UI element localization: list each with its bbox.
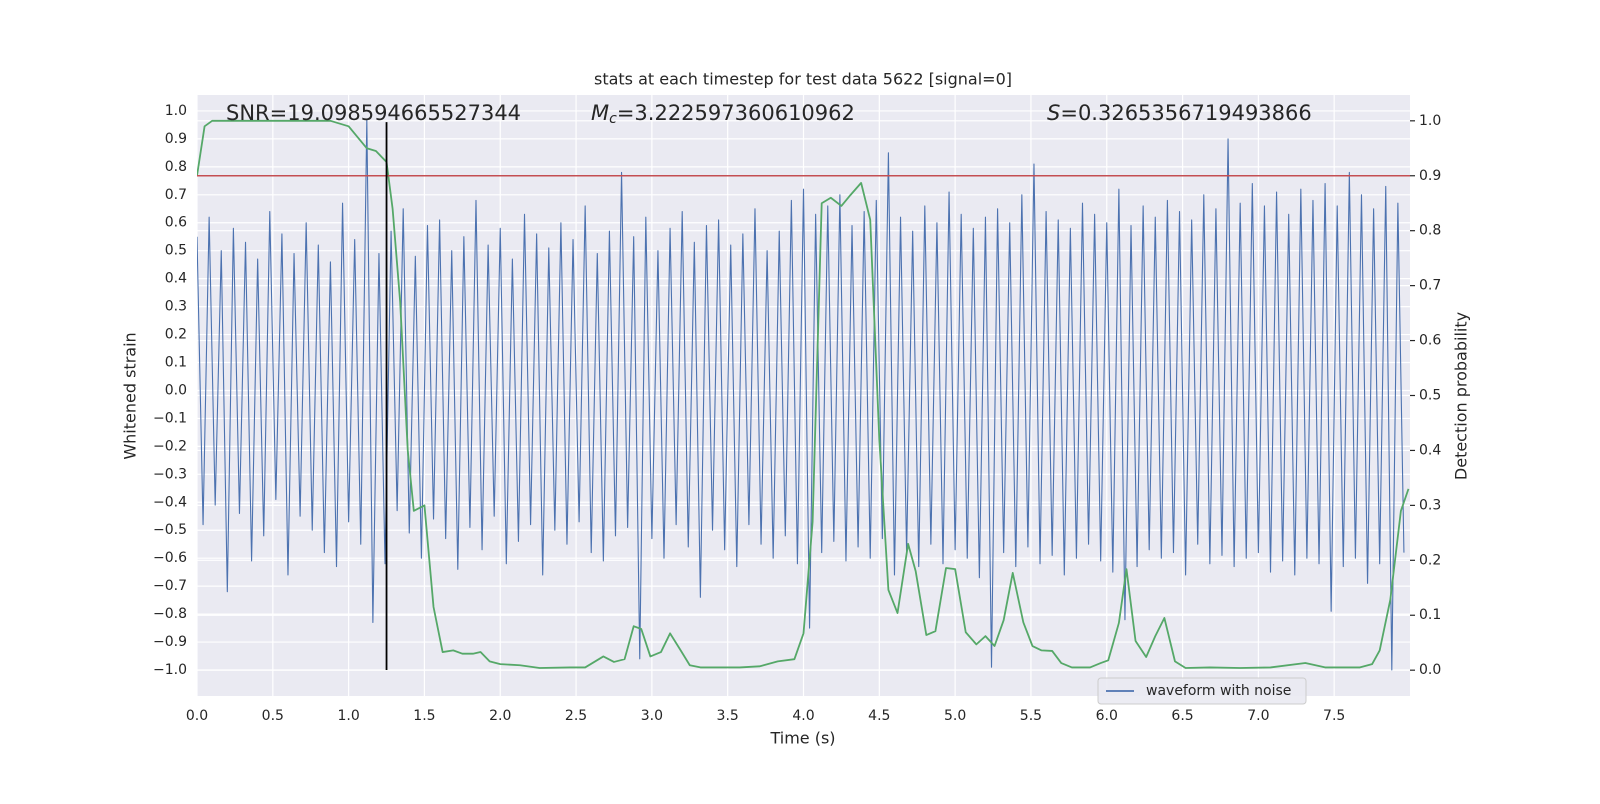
y-tick-label: 0.0: [165, 382, 187, 398]
y-tick-label: 0.9: [165, 131, 187, 147]
annotation: Mc=3.222597360610962: [591, 101, 855, 127]
y2-tick-label: 0.1: [1419, 607, 1441, 623]
y-tick-label: 0.2: [165, 327, 187, 343]
legend-label: waveform with noise: [1146, 683, 1291, 699]
x-tick-label: 6.0: [1096, 708, 1118, 724]
chart-title: stats at each timestep for test data 562…: [594, 70, 1012, 89]
x-tick-label: 3.5: [717, 708, 739, 724]
y-axis-label: Whitened strain: [121, 332, 140, 459]
y-tick-label: 1.0: [165, 103, 187, 119]
x-tick-label: 2.0: [489, 708, 511, 724]
labels: 0.0 0.5 1.0 1.5 2.0 2.5 3.0 3.5 4.0 4.5 5.0 5.5 6.0 6…: [153, 103, 1441, 724]
x-axis-label: Time (s): [769, 729, 835, 748]
annotation-symbol: M: [591, 101, 609, 125]
annotation-text: =3.222597360610962: [617, 101, 855, 125]
x-tick-label: 0.0: [186, 708, 208, 724]
x-tick-label: 3.0: [641, 708, 663, 724]
y-tick-label: 0.5: [165, 243, 187, 259]
y-tick-label: −0.6: [153, 550, 187, 566]
x-tick-label: 1.0: [337, 708, 359, 724]
x-tick-label: 2.5: [565, 708, 587, 724]
marks: [197, 118, 1410, 671]
y-tick-label: 0.6: [165, 215, 187, 231]
y-tick-label: −0.4: [153, 494, 187, 510]
y-tick-label: 0.1: [165, 355, 187, 371]
y-tick-label: 0.4: [165, 271, 187, 287]
y2-tick-label: 0.7: [1419, 278, 1441, 294]
y-tick-label: −1.0: [153, 662, 187, 678]
data-line: [197, 118, 1405, 671]
x-tick-label: 6.5: [1171, 708, 1193, 724]
legend-box: [1097, 677, 1307, 705]
y2-tick-label: 0.6: [1419, 333, 1441, 349]
y2-tick-label: 0.3: [1419, 497, 1441, 513]
y-tick-label: −0.5: [153, 522, 187, 538]
x-tick-label: 1.5: [413, 708, 435, 724]
annotation-text: =0.3265356719493866: [1060, 101, 1311, 125]
data-line: [197, 119, 1410, 669]
y2-tick-label: 0.8: [1419, 223, 1441, 239]
x-tick-label: 5.5: [1020, 708, 1042, 724]
y-tick-label: −0.7: [153, 578, 187, 594]
x-tick-label: 5.0: [944, 708, 966, 724]
y2-tick-label: 0.2: [1419, 552, 1441, 568]
x-tick-label: 0.5: [262, 708, 284, 724]
y2-axis-label: Detection probability: [1452, 312, 1471, 480]
y2-tick-label: 0.9: [1419, 168, 1441, 184]
y-tick-label: 0.8: [165, 159, 187, 175]
y-tick-label: −0.1: [153, 410, 187, 426]
x-tick-label: 7.5: [1323, 708, 1345, 724]
y-tick-label: −0.8: [153, 606, 187, 622]
y2-tick-label: 1.0: [1419, 113, 1441, 129]
annotation-symbol: S: [1047, 101, 1060, 125]
y2-tick-label: 0.0: [1419, 662, 1441, 678]
annotation: SNR=19.098594665527344: [226, 101, 521, 125]
y-tick-label: −0.3: [153, 466, 187, 482]
y-tick-label: −0.2: [153, 438, 187, 454]
annotation-subscript: c: [609, 111, 617, 127]
y2-tick-label: 0.5: [1419, 388, 1441, 404]
x-tick-label: 4.5: [868, 708, 890, 724]
y-tick-label: −0.9: [153, 634, 187, 650]
y-tick-label: 0.3: [165, 299, 187, 315]
x-tick-label: 7.0: [1247, 708, 1269, 724]
annotation: S=0.3265356719493866: [1047, 101, 1312, 125]
y2-tick-label: 0.4: [1419, 442, 1441, 458]
y-tick-label: 0.7: [165, 187, 187, 203]
x-tick-label: 4.0: [792, 708, 814, 724]
